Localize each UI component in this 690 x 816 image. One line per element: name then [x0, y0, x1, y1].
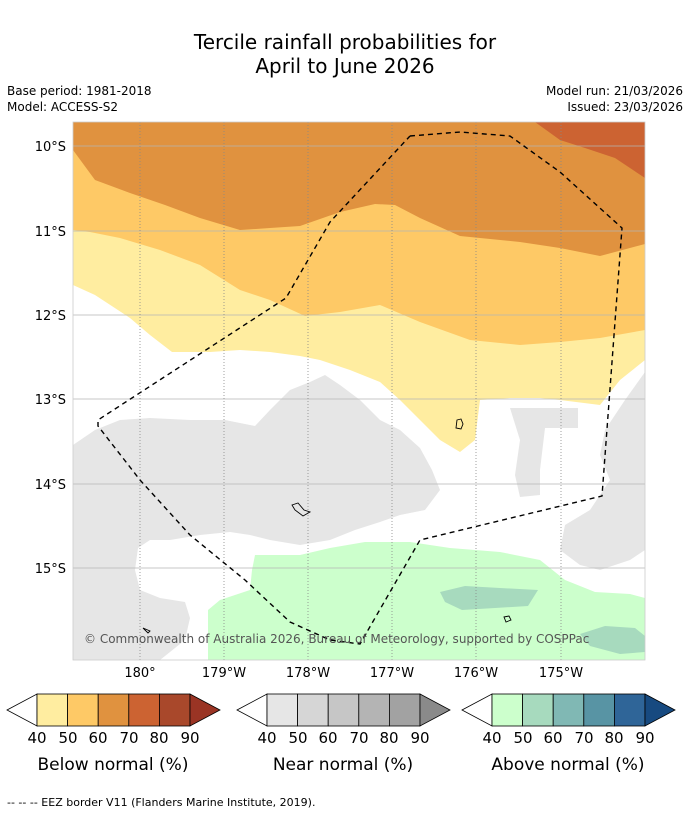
legend-above-cell	[552, 693, 585, 727]
legend-above-tick: 50	[513, 729, 532, 747]
lat-label-14s: 14°S	[35, 478, 66, 493]
lon-label-178w: 178°W	[286, 666, 330, 681]
legend-near-cell	[297, 693, 329, 727]
island-south	[503, 615, 512, 623]
legend-below-cell	[128, 693, 160, 727]
legend-near-normal: 40 50 60 70 80 90 Near normal (%)	[236, 693, 451, 775]
legend-near-cell	[266, 693, 299, 727]
legend-above-tick: 40	[482, 729, 501, 747]
legend-below-cell	[67, 693, 99, 727]
legend-below-title: Below normal (%)	[38, 755, 189, 775]
model-run: Model run: 21/03/2026	[545, 84, 683, 98]
meta-left: Base period: 1981-2018 Model: ACCESS-S2	[7, 83, 152, 115]
near-normal-strip-region	[510, 408, 578, 497]
plot-frame	[72, 121, 646, 661]
legend-below-tick: 50	[58, 729, 77, 747]
near-normal-east-region	[560, 372, 645, 570]
legend-below-tick: 40	[27, 729, 46, 747]
eez-footnote: -- -- -- EEZ border V11 (Flanders Marine…	[7, 796, 316, 809]
legend-above-cell	[583, 693, 615, 727]
legend-above-cell	[522, 693, 554, 727]
legend-near-under-triangle	[236, 693, 268, 727]
legend-near-cell	[327, 693, 360, 727]
near-normal-west-region	[73, 375, 440, 660]
legend-above-tick: 70	[574, 729, 593, 747]
meta-right: Model run: 21/03/2026 Issued: 23/03/2026	[546, 83, 683, 115]
title-line-2: April to June 2026	[255, 54, 435, 78]
legend-near-tick: 80	[379, 729, 398, 747]
lon-label-180: 180°	[124, 666, 155, 681]
map-title: Tercile rainfall probabilities for April…	[0, 30, 690, 78]
lon-label-179w: 179°W	[202, 666, 246, 681]
legend-above-cell	[491, 693, 524, 727]
legend-below-tick: 70	[119, 729, 138, 747]
legend-above-tick: 90	[635, 729, 654, 747]
lat-label-11s: 11°S	[35, 225, 66, 240]
title-line-1: Tercile rainfall probabilities for	[193, 30, 497, 54]
legend-below-under-triangle	[6, 693, 38, 727]
island-middle	[291, 502, 312, 517]
island-southwest	[142, 627, 151, 634]
forecast-map: 10°S 11°S 12°S 13°S 14°S 15°S 180° 179°W…	[6, 121, 676, 775]
model-name: Model: ACCESS-S2	[7, 100, 119, 114]
below-normal-60-region	[73, 122, 645, 256]
base-period: Base period: 1981-2018	[7, 84, 152, 98]
eez-border	[97, 131, 623, 645]
legend-below-over-triangle	[189, 693, 221, 727]
lat-label-10s: 10°S	[35, 140, 66, 155]
lon-label-176w: 176°W	[454, 666, 498, 681]
legend-near-tick: 60	[318, 729, 337, 747]
island-north	[455, 418, 464, 430]
legend-below-tick: 90	[180, 729, 199, 747]
legend-above-normal: 40 50 60 70 80 90 Above normal (%)	[461, 693, 676, 775]
islands	[142, 418, 512, 634]
legend-near-over-triangle	[419, 693, 451, 727]
legend-below-tick: 80	[149, 729, 168, 747]
legend-above-cell	[613, 693, 646, 727]
legend-above-tick: 60	[543, 729, 562, 747]
above-normal-40-region	[208, 542, 645, 660]
legend-near-tick: 90	[410, 729, 429, 747]
legend-near-tick: 40	[257, 729, 276, 747]
legend-above-tick: 80	[604, 729, 623, 747]
lon-label-175w: 175°W	[539, 666, 583, 681]
lat-label-15s: 15°S	[35, 562, 66, 577]
legend-near-title: Near normal (%)	[273, 755, 413, 775]
copyright-notice: © Commonwealth of Australia 2026, Bureau…	[84, 632, 590, 646]
legend-near-cell	[358, 693, 390, 727]
legend-near-cell	[388, 693, 421, 727]
issued-date: Issued: 23/03/2026	[567, 100, 683, 114]
lon-label-177w: 177°W	[370, 666, 414, 681]
legend-above-under-triangle	[461, 693, 493, 727]
lat-label-13s: 13°S	[35, 393, 66, 408]
legend-below-tick: 60	[88, 729, 107, 747]
legend-below-cell	[97, 693, 130, 727]
above-normal-50-east-region	[580, 626, 645, 654]
grid-lines	[73, 122, 645, 660]
legend-below-normal: 40 50 60 70 80 90 Below normal (%)	[6, 693, 221, 775]
below-normal-70-region	[535, 122, 645, 178]
map-plot-area	[73, 122, 645, 660]
legend-near-tick: 50	[288, 729, 307, 747]
legend-above-title: Above normal (%)	[491, 755, 644, 775]
legend-near-tick: 70	[349, 729, 368, 747]
legend-above-over-triangle	[644, 693, 676, 727]
legend-below-cell	[158, 693, 191, 727]
legend-below-cell	[36, 693, 69, 727]
above-normal-50-region	[440, 586, 538, 610]
lat-label-12s: 12°S	[35, 309, 66, 324]
